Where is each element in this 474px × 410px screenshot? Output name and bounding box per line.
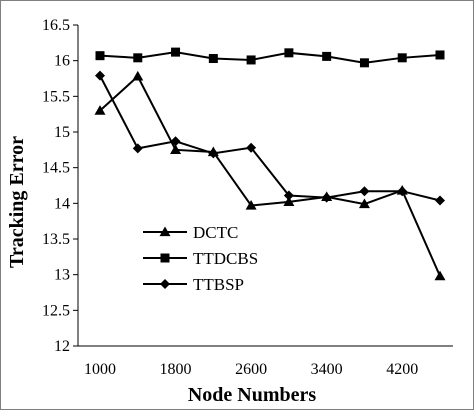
series-line-ttdcbs [99,51,441,64]
x-tick-label: 3400 [311,361,343,378]
legend-label-ttdcbs: TTDCBS [193,249,258,268]
x-tick-label: 2600 [235,361,267,378]
y-tick-label: 14 [54,195,70,212]
y-tick-label: 12 [54,338,70,355]
axes [77,25,453,347]
x-axis-title: Node Numbers [188,384,317,406]
legend-item-ttbsp: TTBSP [143,275,244,294]
legend-label-ttbsp: TTBSP [193,275,244,294]
data-point-ttdcbs [246,55,256,65]
series-ttdcbs [95,47,445,68]
x-tick-label: 1800 [160,361,192,378]
y-axis-ticks: 12 12.5 13 13.5 14 14.5 15 15.5 16 16.5 [42,17,78,355]
data-point-ttdcbs [133,53,143,63]
legend-marker-dctc [159,226,171,237]
legend-label-dctc: DCTC [193,223,238,242]
data-point-ttdcbs [95,51,105,61]
series-line-dctc [99,74,441,277]
data-point-ttbsp [132,143,143,154]
y-tick-label: 16.5 [42,17,70,34]
data-point-ttdcbs [435,50,445,60]
x-tick-label: 1000 [84,361,116,378]
data-point-dctc [283,196,295,207]
data-point-ttdcbs [322,51,332,61]
x-tick-label: 4200 [386,361,418,378]
legend-item-dctc: DCTC [143,223,238,242]
data-point-ttbsp [95,70,105,81]
series-ttbsp [95,70,445,206]
y-tick-label: 16 [54,53,70,70]
data-point-ttbsp [397,186,408,197]
x-axis-ticks: 1000 1800 2600 3400 4200 [84,361,418,378]
data-point-ttbsp [435,195,445,206]
data-point-dctc [245,199,257,210]
data-point-dctc [434,270,446,281]
y-tick-label: 12.5 [42,302,70,319]
y-tick-label: 15 [54,124,70,141]
y-tick-label: 13.5 [42,231,70,248]
data-point-ttdcbs [397,53,407,63]
data-point-ttbsp [359,186,370,197]
y-tick-label: 13 [54,267,70,284]
data-point-ttdcbs [171,47,181,57]
series-layer [94,47,446,281]
legend-marker-ttbsp [160,279,170,289]
data-point-dctc [94,105,106,115]
data-point-ttbsp [321,192,332,203]
legend-item-ttdcbs: TTDCBS [143,249,258,268]
data-point-ttdcbs [284,48,294,58]
data-point-dctc [358,198,370,209]
data-point-ttbsp [246,142,257,153]
y-tick-label: 15.5 [42,88,70,105]
data-point-dctc [132,70,144,81]
legend: DCTC TTDCBS TTBSP [143,223,258,294]
legend-marker-ttdcbs [160,253,170,263]
data-point-dctc [170,144,182,154]
series-line-ttbsp [99,75,441,202]
data-point-ttdcbs [208,54,218,64]
data-point-ttbsp [283,190,294,201]
data-point-ttbsp [208,148,219,159]
y-axis-title: Tracking Error [6,136,28,268]
y-tick-label: 14.5 [42,160,70,177]
data-point-ttdcbs [359,58,369,68]
data-point-ttbsp [170,136,181,147]
series-dctc [94,70,446,281]
